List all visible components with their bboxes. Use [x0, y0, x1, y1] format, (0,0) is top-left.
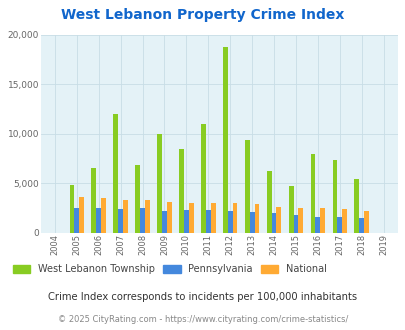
Bar: [222, 47, 227, 233]
Bar: [337, 217, 341, 233]
Bar: [101, 198, 106, 233]
Legend: West Lebanon Township, Pennsylvania, National: West Lebanon Township, Pennsylvania, Nat…: [13, 264, 326, 274]
Text: Crime Index corresponds to incidents per 100,000 inhabitants: Crime Index corresponds to incidents per…: [48, 292, 357, 302]
Bar: [320, 208, 324, 233]
Bar: [140, 208, 145, 233]
Bar: [200, 124, 205, 233]
Bar: [341, 209, 346, 233]
Bar: [188, 203, 193, 233]
Bar: [205, 210, 210, 233]
Bar: [166, 202, 171, 233]
Bar: [232, 203, 237, 233]
Bar: [363, 211, 368, 233]
Bar: [162, 211, 166, 233]
Bar: [358, 218, 363, 233]
Bar: [118, 209, 123, 233]
Bar: [91, 168, 96, 233]
Bar: [227, 211, 232, 233]
Bar: [254, 204, 259, 233]
Bar: [135, 165, 140, 233]
Bar: [79, 197, 84, 233]
Bar: [271, 213, 276, 233]
Bar: [74, 208, 79, 233]
Bar: [145, 200, 149, 233]
Text: © 2025 CityRating.com - https://www.cityrating.com/crime-statistics/: © 2025 CityRating.com - https://www.city…: [58, 315, 347, 324]
Bar: [354, 179, 358, 233]
Bar: [123, 200, 128, 233]
Bar: [310, 154, 315, 233]
Bar: [266, 171, 271, 233]
Bar: [210, 203, 215, 233]
Bar: [113, 114, 118, 233]
Bar: [298, 208, 303, 233]
Bar: [332, 160, 337, 233]
Bar: [315, 217, 320, 233]
Text: West Lebanon Property Crime Index: West Lebanon Property Crime Index: [61, 8, 344, 22]
Bar: [183, 210, 188, 233]
Bar: [288, 186, 293, 233]
Bar: [157, 134, 162, 233]
Bar: [293, 215, 298, 233]
Bar: [276, 207, 281, 233]
Bar: [69, 185, 74, 233]
Bar: [244, 140, 249, 233]
Bar: [179, 148, 183, 233]
Bar: [249, 212, 254, 233]
Bar: [96, 208, 101, 233]
